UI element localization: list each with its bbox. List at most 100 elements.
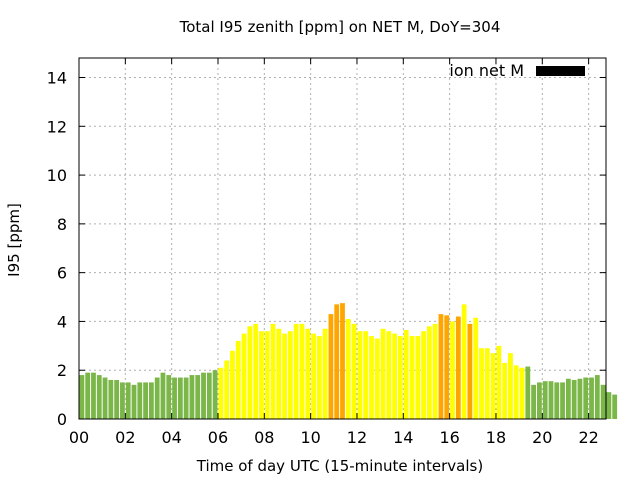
bar	[316, 336, 322, 419]
y-tick-label: 0	[57, 410, 67, 429]
bar	[201, 372, 206, 419]
bar	[519, 367, 525, 419]
bar	[583, 377, 589, 419]
bar	[450, 321, 455, 419]
chart-title: Total I95 zenith [ppm] on NET M, DoY=304	[179, 18, 501, 36]
bar	[340, 303, 345, 419]
y-tick-label: 4	[57, 312, 67, 331]
bar	[328, 314, 334, 419]
bar	[409, 336, 415, 419]
bar	[253, 323, 259, 419]
bar	[542, 381, 548, 419]
bar	[600, 384, 606, 419]
bar	[467, 323, 473, 419]
plot-frame	[78, 57, 607, 420]
bar	[120, 382, 125, 419]
bar	[369, 336, 374, 419]
y-tick-label: 2	[57, 361, 67, 380]
bar	[218, 367, 224, 419]
bar	[357, 331, 363, 419]
bar	[311, 333, 316, 419]
bar	[212, 370, 218, 419]
bar	[79, 375, 85, 419]
bar	[513, 365, 519, 419]
bar	[438, 314, 444, 419]
bar	[612, 394, 618, 419]
x-tick-label: 10	[300, 428, 320, 447]
bar	[299, 323, 305, 419]
x-tick-label: 08	[254, 428, 274, 447]
bar	[374, 338, 380, 419]
bar	[287, 331, 293, 419]
y-tick-label: 12	[47, 117, 67, 136]
bar	[96, 375, 102, 419]
bar	[241, 333, 247, 419]
bar	[502, 362, 508, 419]
bar	[235, 340, 241, 419]
bar	[461, 304, 467, 419]
bar	[322, 328, 328, 419]
bar	[415, 336, 421, 419]
x-tick-label: 14	[393, 428, 413, 447]
bar	[293, 323, 299, 419]
bar	[195, 375, 201, 419]
bar	[386, 331, 392, 419]
bar	[548, 381, 554, 419]
bar	[577, 378, 583, 419]
bar	[455, 316, 461, 419]
bar	[102, 377, 108, 419]
bar	[398, 336, 403, 419]
bar	[160, 372, 166, 419]
bar	[177, 377, 183, 419]
bar	[554, 382, 560, 419]
bar	[334, 304, 340, 419]
bar	[282, 333, 287, 419]
bar	[189, 375, 195, 419]
bar	[114, 379, 120, 419]
bar	[380, 328, 386, 419]
bar	[345, 318, 351, 419]
y-tick-label: 8	[57, 215, 67, 234]
bar	[444, 315, 450, 419]
x-axis: 00 02 04 06 08 10 12 14 16 18 20 22	[69, 58, 599, 447]
bar	[531, 384, 536, 419]
bar	[537, 382, 542, 419]
bar	[276, 328, 282, 419]
bar	[421, 331, 426, 419]
legend-swatch	[536, 66, 585, 76]
bar-series	[79, 303, 618, 419]
y-tick-label: 14	[47, 69, 67, 88]
bar	[479, 348, 484, 419]
y-tick-label: 10	[47, 166, 67, 185]
x-axis-label: Time of day UTC (15-minute intervals)	[196, 457, 483, 475]
bar	[426, 326, 432, 419]
bar	[351, 323, 357, 419]
bar	[484, 348, 490, 419]
legend: ion net M	[449, 61, 585, 80]
bar	[473, 317, 479, 419]
bar	[496, 345, 502, 419]
bar	[508, 353, 513, 419]
bar	[125, 382, 131, 419]
x-tick-label: 02	[115, 428, 135, 447]
bar	[148, 382, 154, 419]
y-axis: 0 2 4 6 8 10 12 14	[47, 69, 606, 429]
bar	[91, 372, 96, 419]
bar	[363, 331, 369, 419]
bar	[270, 323, 276, 419]
bar	[594, 375, 600, 419]
grid-lines	[79, 58, 606, 419]
y-axis-label: I95 [ppm]	[5, 203, 23, 277]
bar	[183, 377, 189, 419]
y-tick-label: 6	[57, 264, 67, 283]
x-tick-label: 22	[578, 428, 598, 447]
x-tick-label: 18	[486, 428, 506, 447]
x-tick-label: 04	[161, 428, 181, 447]
bar	[606, 392, 612, 419]
bar	[224, 360, 230, 419]
x-tick-label: 12	[347, 428, 367, 447]
bar	[432, 323, 438, 419]
bar	[259, 331, 264, 419]
bar	[264, 331, 270, 419]
bar	[206, 372, 212, 419]
